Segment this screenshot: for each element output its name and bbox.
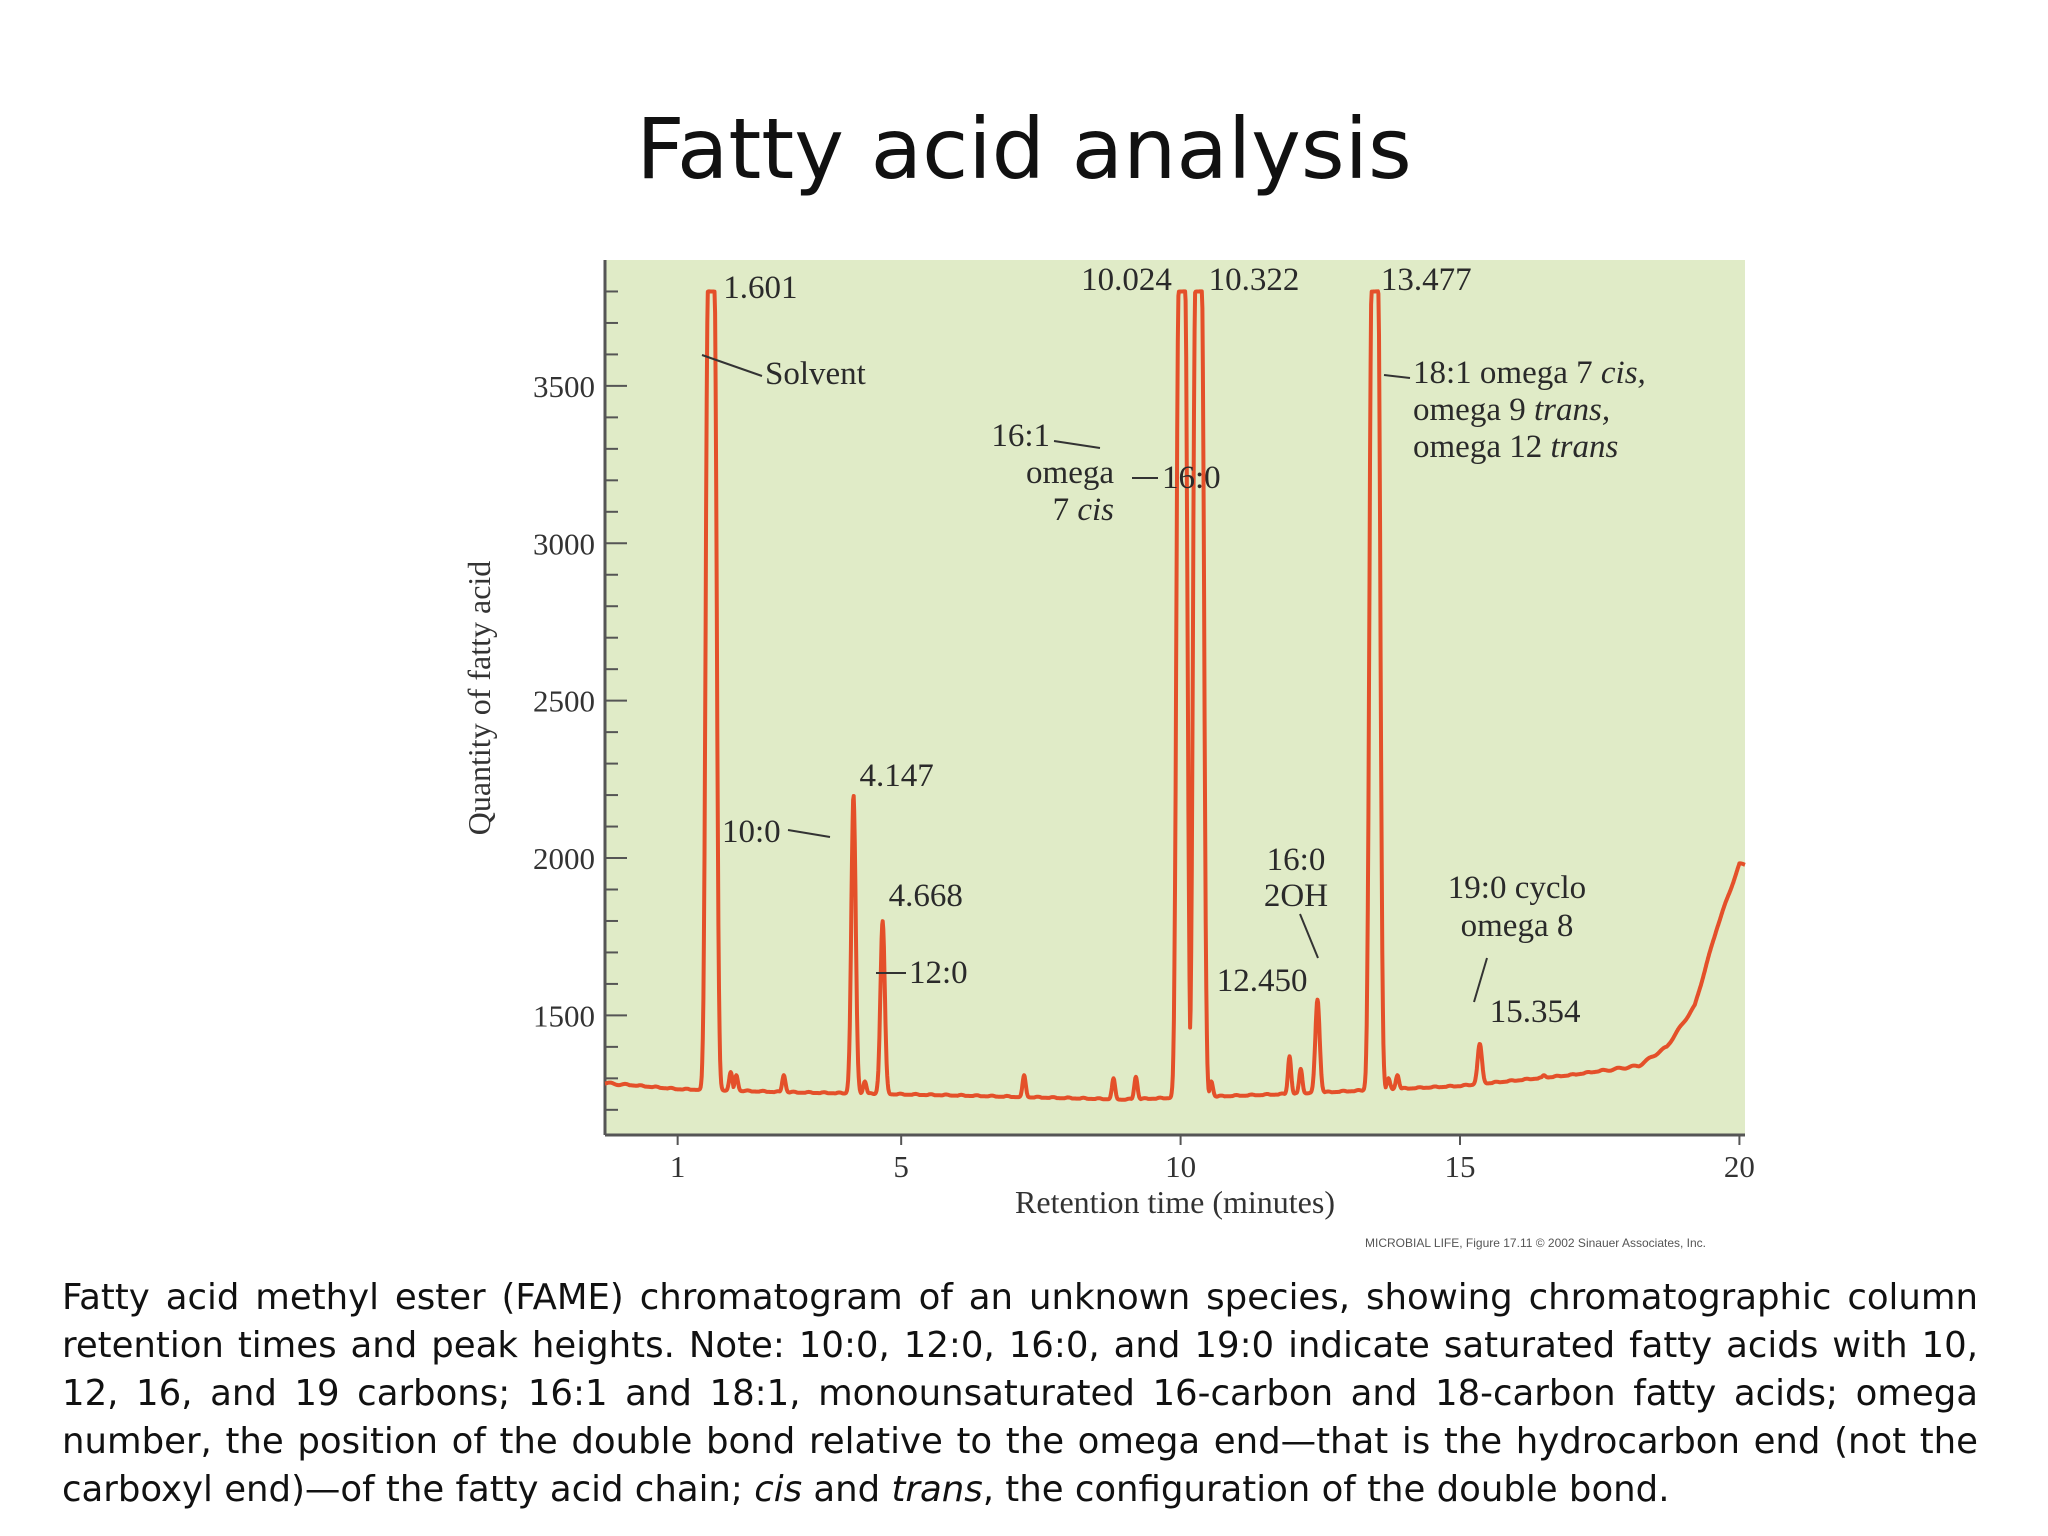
- y-tick-label: 3000: [533, 526, 595, 561]
- x-tick-label: 10: [1165, 1149, 1196, 1184]
- leader-10-0: [787, 829, 831, 838]
- annotation-16-1-num: 7: [1053, 492, 1070, 528]
- annotation-18-1-line2: omega 9 trans,: [1413, 392, 1610, 428]
- leader-18-1: [1383, 374, 1411, 379]
- annotation-18-1-e: omega 12: [1413, 429, 1542, 465]
- page-title: Fatty acid analysis: [636, 100, 1412, 198]
- annotation-18-1-d: trans,: [1534, 392, 1610, 428]
- figure-credit: MICROBIAL LIFE, Figure 17.11 © 2002 Sina…: [1365, 1236, 1707, 1250]
- peak-label: 4.147: [860, 758, 934, 794]
- annotation-16-1-line2: omega: [1026, 455, 1114, 491]
- annotation-18-1-f: trans: [1550, 429, 1618, 465]
- x-axis-label: Retention time (minutes): [1015, 1184, 1335, 1220]
- annotation-19-0-line1: 19:0 cyclo: [1448, 870, 1586, 906]
- leader-19-0: [1473, 957, 1488, 1003]
- x-tick-label: 20: [1724, 1149, 1755, 1184]
- annotation-18-1-b: cis,: [1601, 355, 1646, 391]
- annotations: Solvent 10:0 12:0 16:1 omega 7 cis 16:0 …: [701, 354, 1646, 1003]
- leader-16-1: [1053, 440, 1101, 449]
- annotation-18-1-line1: 18:1 omega 7 cis,: [1413, 355, 1646, 391]
- peak-label: 1.601: [723, 270, 797, 306]
- peak-label: 10.024: [1081, 262, 1172, 298]
- y-tick-label: 2500: [533, 684, 595, 719]
- leader-16-0-2oh: [1299, 913, 1319, 959]
- caption-run: cis: [754, 1469, 803, 1510]
- peak-label: 4.668: [889, 878, 963, 914]
- caption-run: and: [802, 1469, 892, 1510]
- y-tick-label: 1500: [533, 998, 595, 1033]
- leader-solvent: [701, 354, 763, 377]
- annotation-16-0-2oh-line1: 16:0: [1267, 842, 1326, 878]
- y-tick-label: 2000: [533, 841, 595, 876]
- peak-label: 12.450: [1217, 963, 1308, 999]
- x-tick-label: 15: [1445, 1149, 1476, 1184]
- annotation-16-1-line3: 7 cis: [1053, 492, 1114, 528]
- x-tick-label: 5: [893, 1149, 909, 1184]
- annotation-18-1-a: 18:1 omega 7: [1413, 355, 1593, 391]
- y-axis-label: Quantity of fatty acid: [461, 561, 497, 836]
- annotation-12-0: 12:0: [909, 955, 968, 991]
- annotation-16-1-cis: cis: [1077, 492, 1114, 528]
- peak-labels: 1.601 4.147 4.668 10.024 10.322 12.450 13.477 1…: [723, 262, 1580, 1030]
- annotation-18-1-c: omega 9: [1413, 392, 1526, 428]
- annotation-19-0-line2: omega 8: [1461, 908, 1574, 944]
- peak-label: 10.322: [1209, 262, 1300, 298]
- caption-run: trans: [891, 1469, 983, 1510]
- chromatogram-trace: [603, 289, 1747, 1102]
- caption-run: Fatty acid methyl ester (FAME) chromatog…: [62, 1277, 1978, 1510]
- figure-caption: Fatty acid methyl ester (FAME) chromatog…: [62, 1274, 1978, 1514]
- x-tick-label: 1: [670, 1149, 686, 1184]
- peak-label: 13.477: [1381, 262, 1472, 298]
- caption-run: , the configuration of the double bond.: [982, 1469, 1670, 1510]
- y-tick-label: 3500: [533, 369, 595, 404]
- annotation-16-0-2oh-line2: 2OH: [1264, 878, 1328, 914]
- annotation-10-0: 10:0: [722, 814, 781, 850]
- annotation-16-1-line1: 16:1: [991, 418, 1050, 454]
- annotation-18-1-line3: omega 12 trans: [1413, 429, 1618, 465]
- trace-group: [603, 289, 1747, 1102]
- annotation-16-0: 16:0: [1162, 460, 1221, 496]
- peak-label: 15.354: [1490, 994, 1581, 1030]
- annotation-solvent: Solvent: [765, 356, 866, 392]
